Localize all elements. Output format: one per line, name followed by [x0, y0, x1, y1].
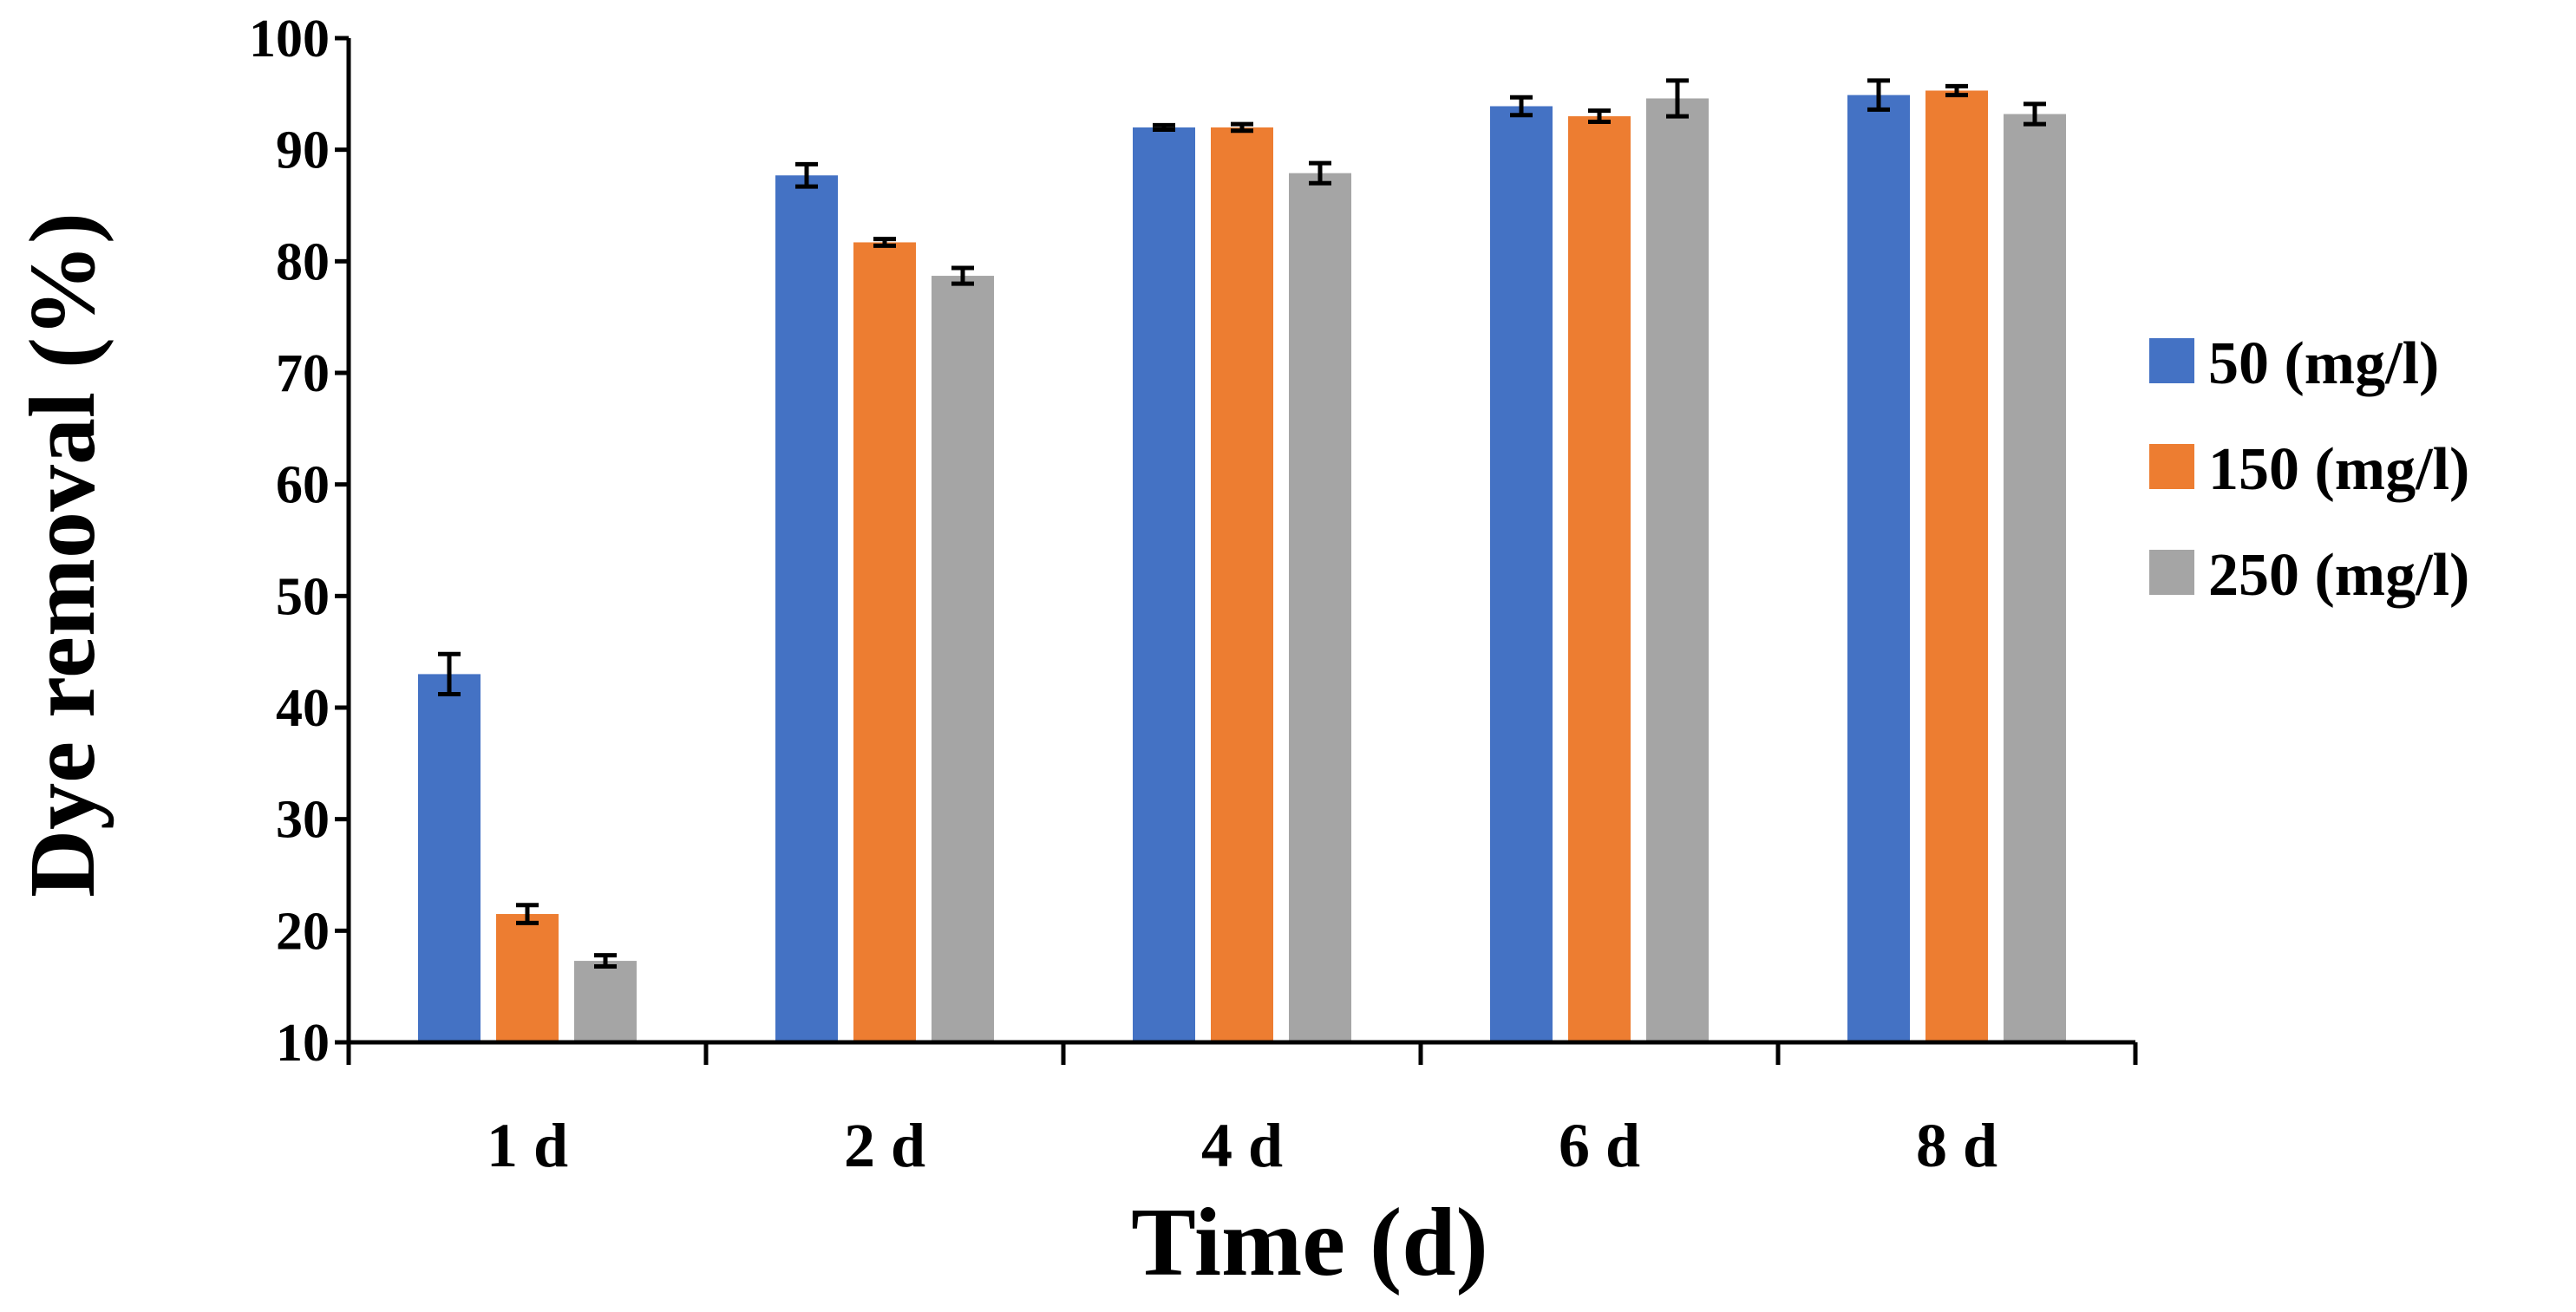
y-tick-label: 50 [276, 567, 330, 626]
bar [853, 242, 916, 1043]
y-axis-title: Dye removal (%) [11, 212, 114, 898]
bar [1211, 127, 1273, 1042]
y-ticks: 10 20 30 40 50 60 70 80 90 100 [249, 10, 349, 1073]
bar [1925, 90, 1988, 1042]
error-bars [438, 78, 2046, 969]
legend-swatch [2149, 550, 2194, 595]
y-tick-label: 70 [276, 344, 330, 403]
bars [418, 90, 2066, 1043]
legend-swatch [2149, 338, 2194, 383]
bar [418, 674, 481, 1042]
legend-label: 50 (mg/l) [2208, 330, 2439, 397]
bar [2004, 114, 2066, 1043]
bar [1490, 106, 1553, 1042]
legend-label: 150 (mg/l) [2208, 436, 2469, 503]
y-tick-label: 10 [276, 1014, 330, 1073]
y-tick-label: 80 [276, 232, 330, 291]
legend-label: 250 (mg/l) [2208, 542, 2469, 609]
bar [775, 175, 838, 1042]
x-axis-title: Time (d) [1131, 1189, 1488, 1296]
bar [1133, 127, 1195, 1042]
x-tick-label: 1 d [487, 1111, 568, 1180]
y-tick-label: 100 [249, 10, 330, 69]
bar [1568, 116, 1631, 1043]
bar [574, 961, 637, 1042]
y-tick-label: 40 [276, 679, 330, 738]
bar [1646, 98, 1709, 1043]
x-tick-label: 4 d [1201, 1111, 1283, 1180]
y-tick-label: 20 [276, 902, 330, 961]
bar [932, 276, 994, 1042]
legend-swatch [2149, 444, 2194, 489]
plot-area: 10 20 30 40 50 60 70 80 90 100 1 d 2 d 4 d 6 d 8 d [249, 10, 2138, 1180]
x-ticks: 1 d 2 d 4 d 6 d 8 d [346, 1042, 2138, 1180]
y-tick-label: 90 [276, 121, 330, 180]
bar [1847, 95, 1910, 1043]
x-tick-label: 2 d [844, 1111, 925, 1180]
x-tick-label: 8 d [1916, 1111, 1997, 1180]
x-tick-label: 6 d [1559, 1111, 1640, 1180]
bar [1289, 173, 1351, 1043]
y-tick-label: 60 [276, 456, 330, 515]
y-tick-label: 30 [276, 791, 330, 850]
bar [496, 914, 559, 1042]
legend: 50 (mg/l) 150 (mg/l) 250 (mg/l) [2149, 330, 2469, 609]
